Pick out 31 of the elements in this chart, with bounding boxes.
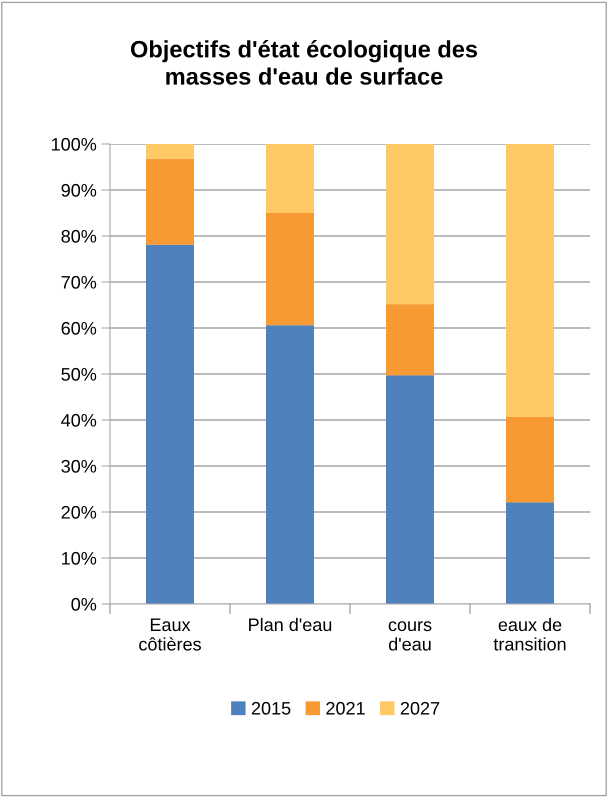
legend-label: 2021: [326, 702, 365, 715]
y-tick-label: 60%: [62, 322, 96, 335]
y-tick-label: 50%: [61, 368, 96, 381]
bar: [266, 213, 314, 326]
bar: [506, 416, 554, 502]
y-tick-label: 100%: [52, 138, 96, 151]
bar: [506, 502, 554, 604]
bar: [146, 158, 194, 245]
legend-label: 2027: [400, 702, 440, 715]
x-tick-label: cours d'eau: [388, 621, 432, 651]
bar: [146, 144, 194, 159]
y-tick-label: 40%: [61, 414, 96, 427]
legend-label: 2015: [252, 702, 290, 715]
bar: [266, 144, 314, 213]
y-tick-label: 80%: [61, 230, 96, 243]
y-tick-label: 10%: [62, 552, 96, 565]
bar: [506, 144, 554, 417]
y-tick-label: 90%: [62, 184, 96, 197]
bar: [386, 304, 434, 376]
bar: [386, 144, 434, 304]
bar: [266, 325, 314, 604]
bar: [386, 375, 434, 604]
y-tick-label: 30%: [61, 460, 96, 473]
y-tick-label: 0%: [71, 598, 96, 611]
bar: [146, 244, 194, 604]
y-tick-label: 20%: [62, 506, 96, 519]
x-tick-label: Eaux côtières: [139, 618, 201, 651]
x-tick-label: eaux de transition: [494, 618, 566, 651]
y-tick-label: 70%: [62, 276, 96, 289]
x-tick-label: Plan d'eau: [249, 618, 332, 632]
chart-title: Objectifs d'état écologique des masses d'eau de surface: [130, 40, 478, 85]
